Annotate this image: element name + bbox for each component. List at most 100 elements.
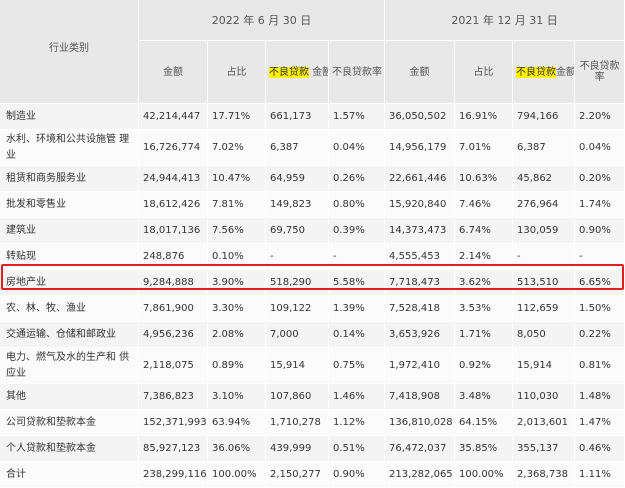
- row-value-cell: 112,659: [513, 296, 576, 322]
- row-value-cell: 0.80%: [329, 192, 386, 218]
- row-value-cell: 7,718,473: [385, 270, 456, 296]
- row-value-cell: 2.14%: [455, 244, 514, 270]
- row-value-cell: 3.53%: [455, 296, 514, 322]
- row-value-cell: 36,050,502: [385, 104, 456, 130]
- row-value-cell: 276,964: [513, 192, 576, 218]
- row-value-cell: 18,612,426: [139, 192, 208, 218]
- row-value-cell: 36.06%: [208, 436, 266, 462]
- row-value-cell: 76,472,037: [385, 436, 456, 462]
- row-value-cell: 15,914: [266, 348, 329, 384]
- row-value-cell: 3,653,926: [385, 322, 456, 348]
- row-value-cell: 149,823: [266, 192, 329, 218]
- row-value-cell: 513,510: [513, 270, 576, 296]
- row-category-cell: 合计: [0, 462, 139, 488]
- row-value-cell: 3.48%: [455, 384, 514, 410]
- row-value-cell: 24,944,413: [139, 166, 208, 192]
- row-value-cell: 518,290: [266, 270, 329, 296]
- row-value-cell: 64,959: [266, 166, 329, 192]
- row-value-cell: 7.56%: [208, 218, 266, 244]
- table-row: 电力、燃气及水的生产和 供应业 2,118,075 0.89% 15,914 0.75%…: [0, 348, 625, 384]
- row-value-cell: 7.81%: [208, 192, 266, 218]
- table-row: 个人贷款和垫款本金 85,927,123 36.06% 439,999 0.51% 76,…: [0, 436, 625, 462]
- row-value-cell: 439,999: [266, 436, 329, 462]
- row-value-cell: 35.85%: [455, 436, 514, 462]
- row-value-cell: 7.46%: [455, 192, 514, 218]
- row-value-cell: 7,861,900: [139, 296, 208, 322]
- header-npl-ratio-2021: 不良贷款率: [575, 41, 625, 104]
- row-value-cell: 0.22%: [575, 322, 625, 348]
- row-category-cell: 电力、燃气及水的生产和 供应业: [0, 348, 139, 384]
- row-value-cell: 2,150,277: [266, 462, 329, 488]
- row-value-cell: 355,137: [513, 436, 576, 462]
- row-value-cell: 661,173: [266, 104, 329, 130]
- row-value-cell: 10.63%: [455, 166, 514, 192]
- row-value-cell: -: [329, 244, 386, 270]
- row-value-cell: 1.50%: [575, 296, 625, 322]
- row-value-cell: 100.00%: [455, 462, 514, 488]
- table-row: 建筑业 18,017,136 7.56% 69,750 0.39% 14,373,473 6…: [0, 218, 625, 244]
- row-value-cell: 152,371,993: [139, 410, 208, 436]
- row-value-cell: 0.51%: [329, 436, 386, 462]
- row-value-cell: 6,387: [266, 130, 329, 166]
- row-value-cell: 136,810,028: [385, 410, 456, 436]
- row-value-cell: 7.02%: [208, 130, 266, 166]
- row-value-cell: 18,017,136: [139, 218, 208, 244]
- header-period-2022: 2022 年 6 月 30 日: [139, 0, 386, 41]
- row-value-cell: 0.10%: [208, 244, 266, 270]
- row-value-cell: 100.00%: [208, 462, 266, 488]
- row-value-cell: 6.74%: [455, 218, 514, 244]
- row-value-cell: 4,956,236: [139, 322, 208, 348]
- row-value-cell: 7,418,908: [385, 384, 456, 410]
- row-value-cell: 2,368,738: [513, 462, 576, 488]
- table-row: 转贴现 248,876 0.10% - -4,555,453 2.14% - -: [0, 244, 625, 270]
- table-row: 批发和零售业 18,612,426 7.81% 149,823 0.80% 15,920,…: [0, 192, 625, 218]
- row-value-cell: 42,214,447: [139, 104, 208, 130]
- header-npl-amount-2021: 不良贷款金额: [513, 41, 576, 104]
- row-value-cell: 7,386,823: [139, 384, 208, 410]
- row-value-cell: 0.92%: [455, 348, 514, 384]
- row-category-cell: 转贴现: [0, 244, 139, 270]
- header-npl-highlight: 不良贷款: [516, 66, 557, 78]
- row-value-cell: 213,282,065: [385, 462, 456, 488]
- row-value-cell: 1.39%: [329, 296, 386, 322]
- row-value-cell: 64.15%: [455, 410, 514, 436]
- row-value-cell: 3.30%: [208, 296, 266, 322]
- header-amount-2021: 金额: [385, 41, 456, 104]
- row-value-cell: 0.90%: [329, 462, 386, 488]
- row-value-cell: 0.04%: [329, 130, 386, 166]
- row-value-cell: 6.65%: [575, 270, 625, 296]
- row-category-cell: 农、林、牧、渔业: [0, 296, 139, 322]
- row-value-cell: 45,862: [513, 166, 576, 192]
- row-value-cell: 0.26%: [329, 166, 386, 192]
- table-row: 合计 238,299,116 100.00% 2,150,277 0.90% 213,28…: [0, 462, 625, 488]
- row-value-cell: 0.20%: [575, 166, 625, 192]
- row-value-cell: 1.46%: [329, 384, 386, 410]
- row-value-cell: 0.04%: [575, 130, 625, 166]
- row-value-cell: 0.89%: [208, 348, 266, 384]
- row-value-cell: 63.94%: [208, 410, 266, 436]
- table-body: 制造业 42,214,447 17.71% 661,173 1.57% 36,050,50…: [0, 104, 625, 488]
- row-value-cell: 3.10%: [208, 384, 266, 410]
- table-row: 房地产业 9,284,888 3.90% 518,290 5.58% 7,718,473 3…: [0, 270, 625, 296]
- header-npl-amount-2022: 不良贷款 金额: [266, 41, 329, 104]
- header-npl-amount-suffix: 金额: [312, 66, 328, 78]
- table-row: 租赁和商务服务业 24,944,413 10.47% 64,959 0.26% 22,66…: [0, 166, 625, 192]
- row-value-cell: 0.46%: [575, 436, 625, 462]
- header-npl-amount-suffix: 金额: [556, 66, 576, 78]
- row-category-cell: 水利、环境和公共设施管 理业: [0, 130, 139, 166]
- row-value-cell: 6,387: [513, 130, 576, 166]
- table-row: 公司贷款和垫款本金 152,371,993 63.94% 1,710,278 1.12%…: [0, 410, 625, 436]
- row-value-cell: 7,528,418: [385, 296, 456, 322]
- row-value-cell: -: [266, 244, 329, 270]
- row-value-cell: 9,284,888: [139, 270, 208, 296]
- row-value-cell: 248,876: [139, 244, 208, 270]
- row-category-cell: 交通运输、仓储和邮政业: [0, 322, 139, 348]
- row-value-cell: 0.81%: [575, 348, 625, 384]
- table-row: 农、林、牧、渔业 7,861,900 3.30% 109,122 1.39% 7,528,…: [0, 296, 625, 322]
- row-value-cell: 1.47%: [575, 410, 625, 436]
- row-value-cell: 1.12%: [329, 410, 386, 436]
- row-category-cell: 公司贷款和垫款本金: [0, 410, 139, 436]
- row-category-cell: 批发和零售业: [0, 192, 139, 218]
- header-npl-ratio-2022: 不良贷款率: [329, 41, 386, 104]
